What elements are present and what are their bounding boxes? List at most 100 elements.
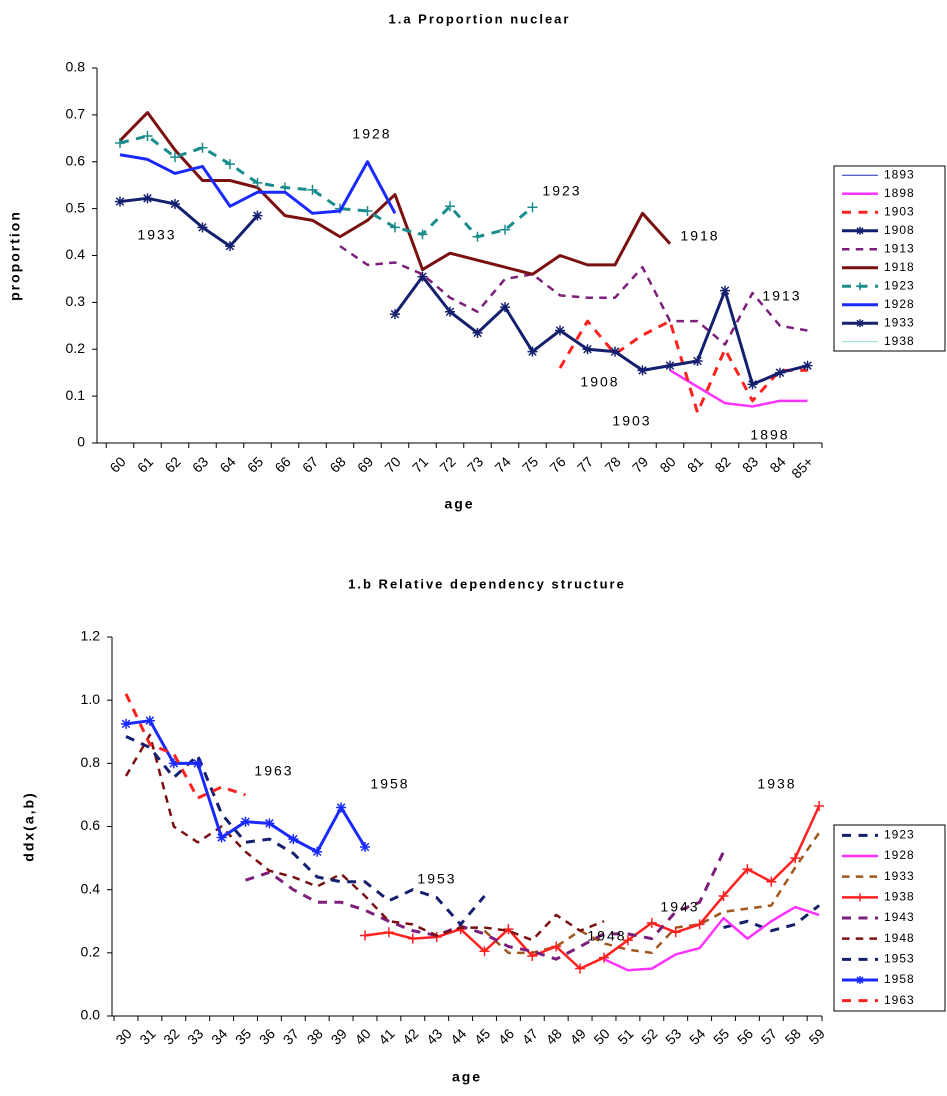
marker <box>790 853 801 864</box>
marker <box>720 285 730 296</box>
marker <box>121 718 131 729</box>
series-line <box>669 369 808 408</box>
marker <box>170 152 180 163</box>
legend-marker <box>856 282 864 291</box>
marker <box>383 927 394 938</box>
series-line <box>245 851 725 961</box>
legend-box <box>833 165 946 352</box>
marker <box>472 327 483 338</box>
marker <box>742 864 753 875</box>
marker <box>390 222 400 233</box>
marker <box>694 919 705 930</box>
marker <box>527 950 538 961</box>
annotation: 1963 <box>254 763 293 779</box>
annotation: 1898 <box>750 427 789 443</box>
legend-label: 1913 <box>884 241 915 255</box>
series-line <box>364 805 821 970</box>
marker <box>527 202 538 213</box>
legend-label: 1953 <box>884 952 915 966</box>
legend-marker <box>856 226 864 235</box>
annotation: 1938 <box>757 776 796 792</box>
marker <box>142 193 153 204</box>
legend-label: 1918 <box>884 260 915 274</box>
legend-label: 1898 <box>884 186 915 200</box>
annotation: 1908 <box>580 374 619 390</box>
marker <box>472 231 483 242</box>
marker <box>692 355 703 366</box>
legend-label: 1923 <box>884 278 915 292</box>
marker <box>170 198 180 209</box>
marker <box>144 715 155 726</box>
marker <box>264 818 275 829</box>
legend-label: 1958 <box>884 972 915 986</box>
chart-title: 1.b Relative dependency structure <box>348 576 626 591</box>
marker <box>362 205 373 216</box>
legend-label: 1948 <box>884 931 915 945</box>
marker <box>197 142 208 153</box>
marker <box>336 802 347 813</box>
series-line <box>603 905 820 972</box>
legend-label: 1933 <box>884 869 915 883</box>
series-line <box>124 733 605 942</box>
x-axis-label: age <box>452 1069 482 1085</box>
annotation: 1958 <box>370 776 409 792</box>
marker <box>417 271 428 282</box>
marker <box>288 834 299 845</box>
annotation: 1943 <box>660 899 699 915</box>
y-tick-label: 1.2 <box>81 628 101 644</box>
marker <box>500 302 510 313</box>
legend-label: 1923 <box>884 828 915 842</box>
series-line <box>124 693 246 800</box>
marker <box>197 222 208 233</box>
y-tick-label: 0.6 <box>81 817 101 833</box>
marker <box>582 344 593 355</box>
marker <box>307 184 318 195</box>
marker <box>407 933 418 944</box>
marker <box>527 346 538 357</box>
y-tick-label: 0.8 <box>66 59 86 75</box>
marker <box>610 346 620 357</box>
marker <box>802 360 813 371</box>
series-line <box>119 153 397 215</box>
marker <box>500 224 510 235</box>
series-line <box>125 735 486 926</box>
annotation: 1903 <box>612 413 651 429</box>
legend-label: 1908 <box>884 223 915 237</box>
annotation: 1923 <box>542 183 581 199</box>
marker <box>115 138 125 148</box>
y-tick-label: 0.1 <box>66 387 86 403</box>
legend-label: 1928 <box>884 848 915 862</box>
legend-label: 1938 <box>884 890 915 904</box>
y-tick-label: 1.0 <box>81 691 101 707</box>
legend-label: 1943 <box>884 910 915 924</box>
legend-marker <box>856 976 864 984</box>
marker <box>192 758 203 769</box>
y-tick-label: 0 <box>77 434 85 450</box>
y-axis-label: proportion <box>7 210 23 301</box>
annotation: 1933 <box>137 227 176 243</box>
marker <box>766 876 777 887</box>
marker <box>670 927 681 938</box>
marker <box>360 842 370 853</box>
y-tick-label: 0.4 <box>66 246 86 262</box>
legend-label: 1893 <box>884 167 915 181</box>
y-tick-label: 0.7 <box>66 106 86 122</box>
legend-label: 1928 <box>884 297 915 311</box>
marker <box>551 941 562 952</box>
marker <box>775 367 785 378</box>
legend-label: 1933 <box>884 315 915 329</box>
y-tick-label: 0.8 <box>81 754 101 770</box>
y-tick-label: 0.4 <box>81 880 101 896</box>
legend-label: 1963 <box>884 993 915 1007</box>
legend-label: 1903 <box>884 204 915 218</box>
marker <box>225 241 235 252</box>
marker <box>445 306 455 317</box>
marker <box>115 196 125 207</box>
annotation: 1913 <box>762 288 801 304</box>
y-axis-label: ddx(a,b) <box>21 791 37 861</box>
y-tick-label: 0.6 <box>66 152 86 168</box>
marker <box>168 758 179 769</box>
y-tick-label: 0.0 <box>81 1007 101 1023</box>
